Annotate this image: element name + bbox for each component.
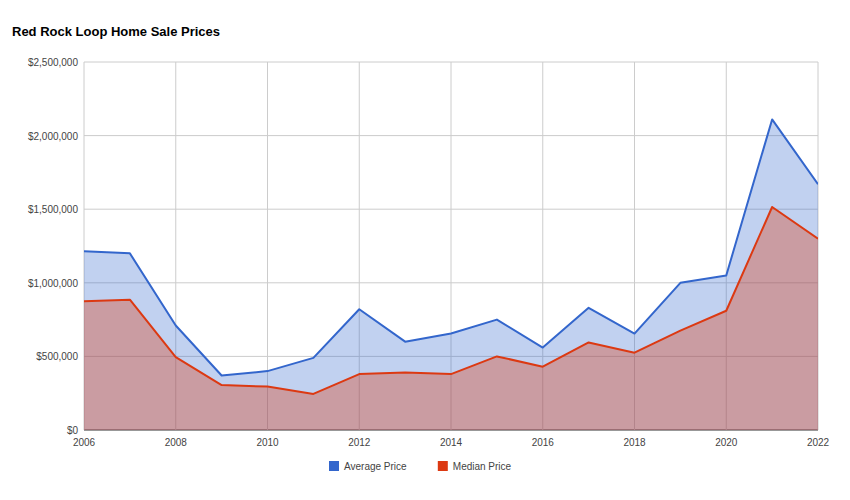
y-tick-label: $0: [67, 425, 79, 436]
series-area: [84, 119, 818, 430]
x-tick-label: 2010: [256, 437, 279, 448]
legend-label: Median Price: [453, 461, 512, 472]
y-tick-label: $1,500,000: [28, 204, 78, 215]
title: Red Rock Loop Home Sale Prices: [12, 24, 220, 39]
series-line: [84, 207, 818, 394]
y-tick-label: $2,000,000: [28, 131, 78, 142]
x-tick-label: 2006: [73, 437, 96, 448]
x-tick-label: 2014: [440, 437, 463, 448]
legend: Average Price Median Price: [329, 461, 512, 472]
y-tick-label: $1,000,000: [28, 278, 78, 289]
x-tick-label: 2008: [165, 437, 188, 448]
x-tick-label: 2016: [532, 437, 555, 448]
x-tick-label: 2012: [348, 437, 371, 448]
legend-label: Average Price: [344, 461, 407, 472]
plot-area: [84, 119, 818, 430]
legend-swatch: [438, 461, 448, 471]
x-tick-label: 2022: [807, 437, 830, 448]
chart: Red Rock Loop Home Sale Prices $0 $500,000…: [0, 0, 850, 500]
x-tick-label: 2018: [623, 437, 646, 448]
y-tick-label: $500,000: [36, 351, 78, 362]
y-tick-label: $2,500,000: [28, 57, 78, 68]
x-tick-label: 2020: [715, 437, 738, 448]
series-area: [84, 207, 818, 430]
legend-swatch: [329, 461, 339, 471]
